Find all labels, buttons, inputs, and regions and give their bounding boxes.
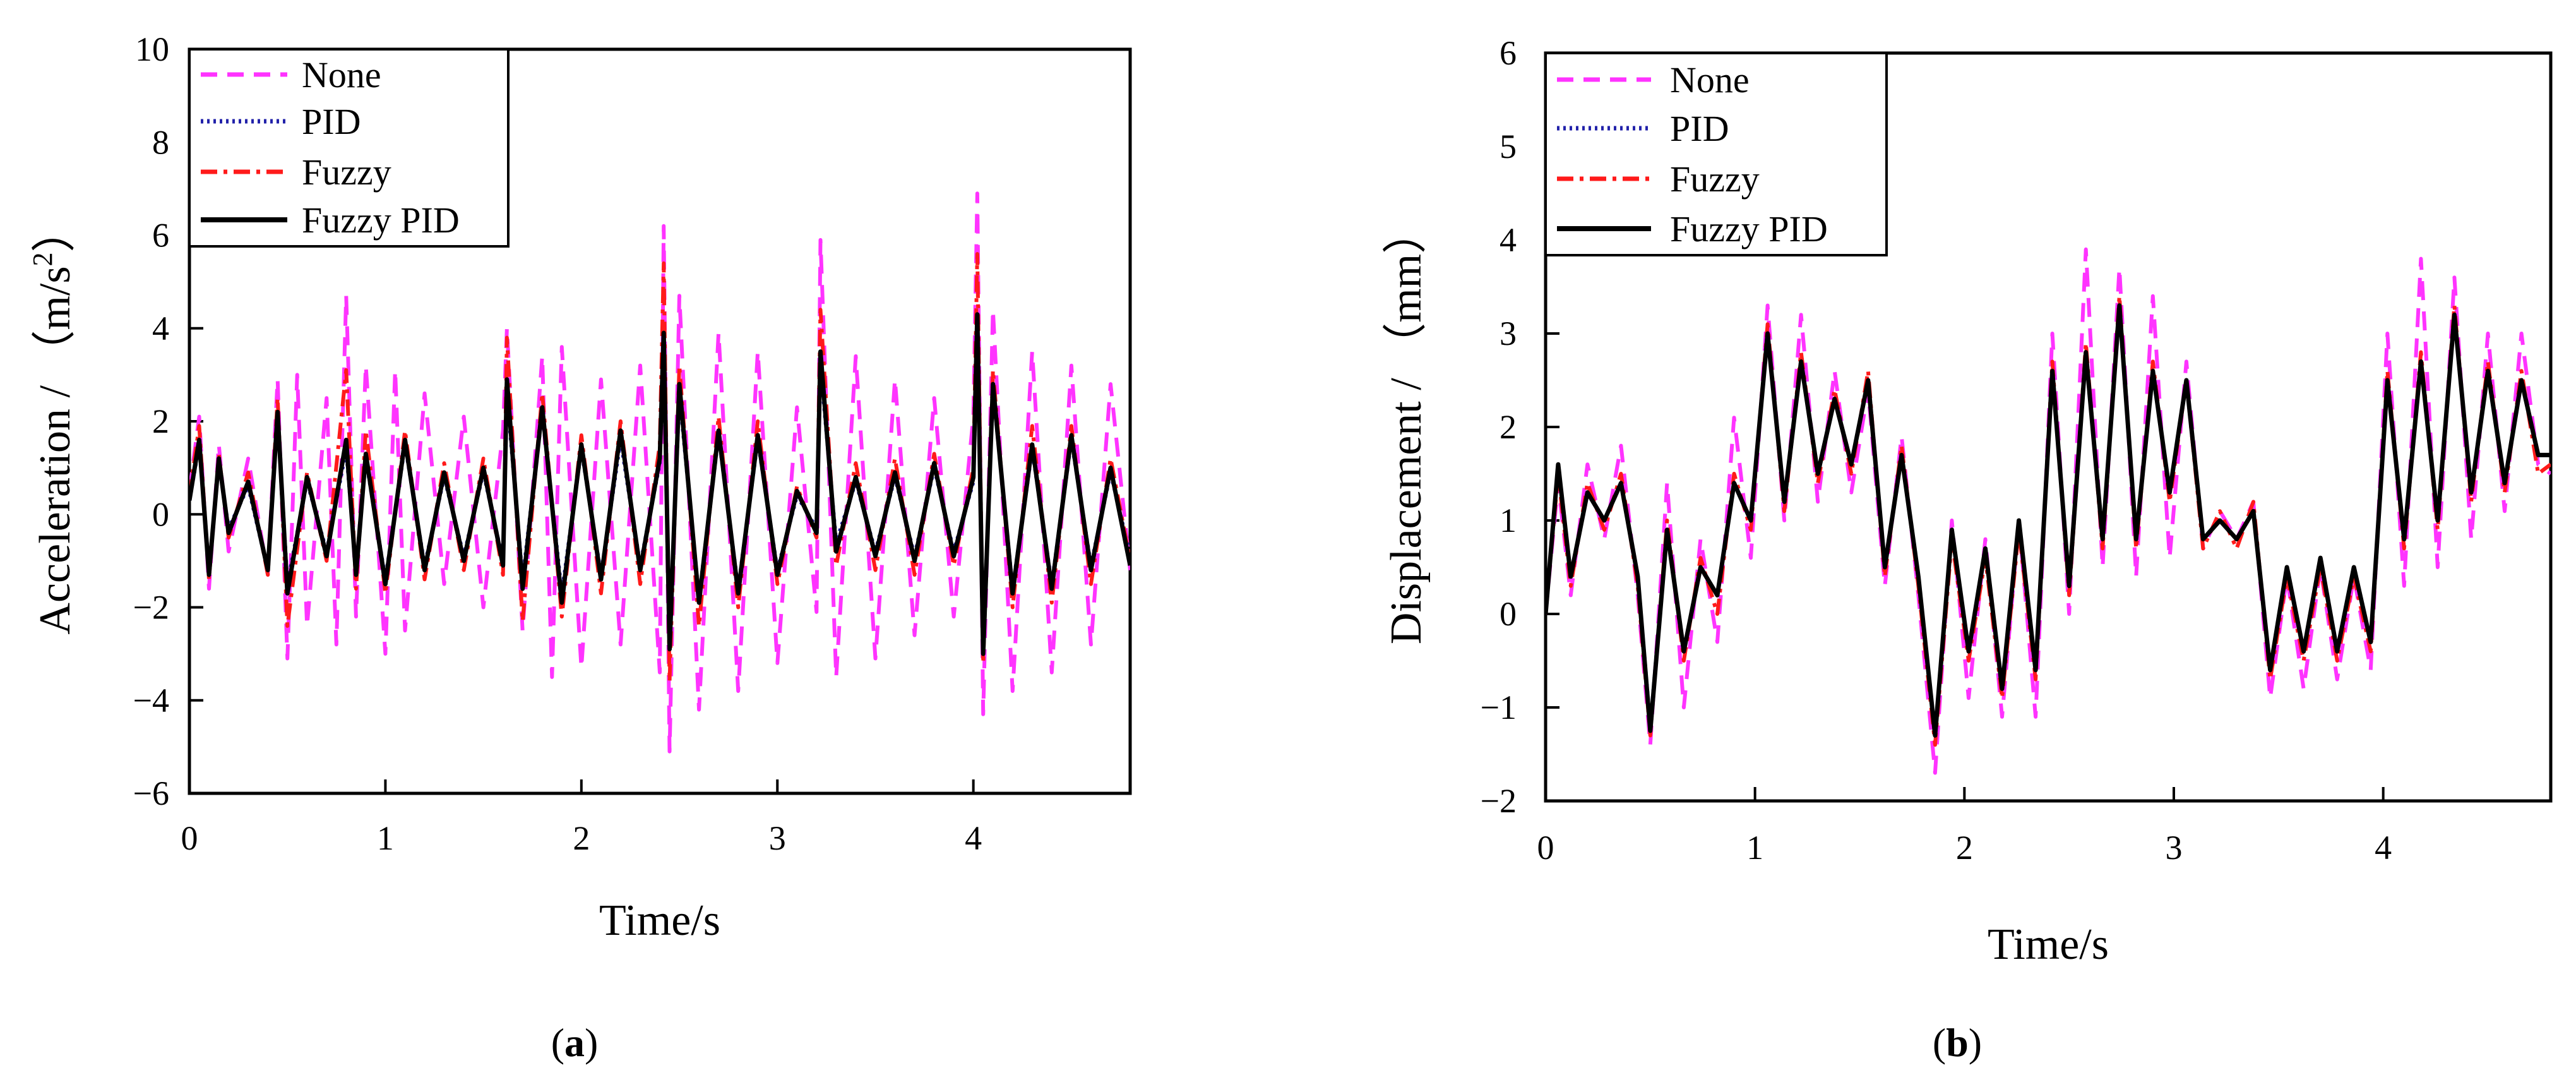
panel-a-series-none bbox=[189, 191, 1130, 754]
panel-b-xtick-label-4: 4 bbox=[2375, 829, 2392, 867]
panel-b-ytick-label-8: 6 bbox=[1500, 34, 1517, 72]
panel-b-legend-box bbox=[1544, 52, 1888, 256]
panel-a-ylabel: Acceleration / （m/s2） bbox=[27, 208, 80, 634]
panel-b-ytick-label-1: −1 bbox=[1481, 688, 1517, 726]
panel-a-xtick-label-0: 0 bbox=[181, 819, 198, 857]
panel-a-legend-fuzzy: Fuzzy bbox=[302, 152, 391, 193]
panel-b-ytick-label-0: −2 bbox=[1481, 782, 1517, 820]
panel-b-ytick-label-4: 2 bbox=[1500, 408, 1517, 446]
panel-a-ylabel-sup: 2 bbox=[27, 252, 58, 266]
panel-a-label-letter: a bbox=[564, 1020, 585, 1065]
panel-a-legend-pid: PID bbox=[302, 101, 361, 142]
panel-b-xtick-label-3: 3 bbox=[2166, 829, 2183, 867]
panel-b-label: (b) bbox=[1933, 1020, 1982, 1065]
panel-a-series-fuzzy-pid bbox=[189, 312, 1130, 656]
panel-a-ytick-label-0: −6 bbox=[133, 774, 169, 812]
panel-a-ytick-label-5: 4 bbox=[152, 310, 169, 347]
panel-a-ytick-label-7: 8 bbox=[152, 123, 169, 161]
panel-b-ylabel: Displacement / （mm） bbox=[1382, 210, 1431, 644]
panel-a-xtick-label-1: 1 bbox=[377, 819, 394, 857]
panel-b-xtick-label-2: 2 bbox=[1956, 829, 1973, 867]
panel-a-chart: Time/s Acceleration / （m/s2） (a) 0 1 2 3 4−6… bbox=[27, 30, 1132, 1065]
panel-a-xlabel: Time/s bbox=[599, 896, 720, 945]
panel-a-legend: None PID Fuzzy Fuzzy PID bbox=[188, 48, 510, 248]
panel-a-xtick-label-4: 4 bbox=[965, 819, 982, 857]
panel-b-label-letter: b bbox=[1946, 1020, 1969, 1065]
panel-a-xtick-label-3: 3 bbox=[769, 819, 786, 857]
panel-a-label: (a) bbox=[551, 1020, 599, 1065]
panel-a-ylabel-main: Acceleration / （m/s bbox=[31, 266, 80, 634]
panel-b-legend-fuzzy-pid: Fuzzy PID bbox=[1670, 208, 1828, 249]
panel-a-ytick-label-2: −2 bbox=[133, 589, 169, 627]
panel-b-legend-none: None bbox=[1670, 59, 1750, 100]
panel-a-ytick-label-3: 0 bbox=[152, 495, 169, 533]
panel-b-ytick-label-5: 3 bbox=[1500, 315, 1517, 352]
panel-b-chart: Time/s Displacement / （mm） (b) 0 1 2 3 4 −2 −1… bbox=[1382, 34, 2553, 1065]
panel-a-ylabel-close: ） bbox=[31, 208, 80, 252]
panel-b-xtick-label-0: 0 bbox=[1537, 829, 1554, 867]
panel-a-ytick-label-1: −4 bbox=[133, 682, 169, 719]
panel-a-xtick-label-2: 2 bbox=[573, 819, 590, 857]
panel-a-legend-box bbox=[188, 48, 510, 248]
panel-b-legend-fuzzy: Fuzzy bbox=[1670, 159, 1760, 200]
panel-b-legend: None PID Fuzzy Fuzzy PID bbox=[1544, 52, 1888, 256]
panel-b-xtick-label-1: 1 bbox=[1746, 829, 1763, 867]
panel-b-ytick-label-7: 5 bbox=[1500, 128, 1517, 165]
panel-b-ytick-label-6: 4 bbox=[1500, 221, 1517, 259]
panel-a-ytick-label-6: 6 bbox=[152, 217, 169, 255]
panel-b-series-fuzzy-pid bbox=[1546, 303, 2551, 738]
panel-a-legend-none: None bbox=[302, 54, 381, 95]
panel-b-ytick-label-3: 1 bbox=[1500, 502, 1517, 539]
panel-a-legend-fuzzy-pid: Fuzzy PID bbox=[302, 200, 460, 241]
panel-a-ytick-label-8: 10 bbox=[135, 30, 169, 68]
panel-b-legend-pid: PID bbox=[1670, 108, 1729, 149]
panel-a-ytick-label-4: 2 bbox=[152, 402, 169, 440]
panel-b-ytick-label-2: 0 bbox=[1500, 595, 1517, 633]
panel-b-xlabel: Time/s bbox=[1988, 920, 2109, 969]
